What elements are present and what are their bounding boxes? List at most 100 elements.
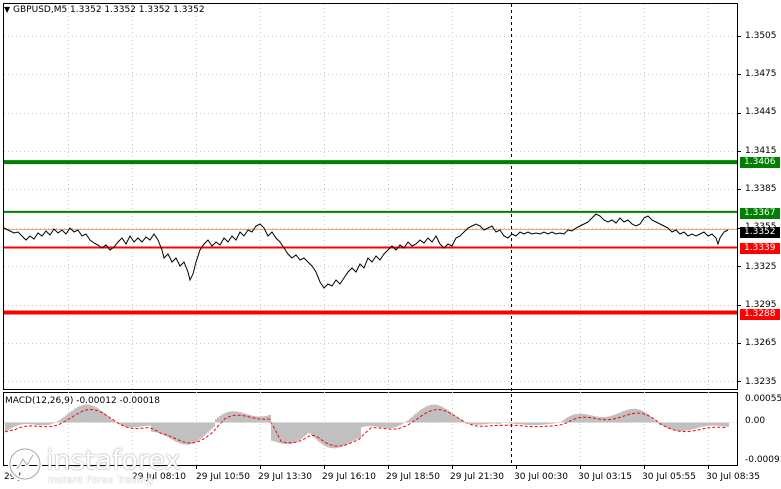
watermark-tagline: Instant Forex Trading bbox=[48, 475, 154, 486]
macd-bar bbox=[159, 422, 161, 434]
macd-bar bbox=[537, 422, 539, 425]
macd-bar bbox=[137, 422, 139, 427]
macd-bar bbox=[305, 422, 307, 436]
macd-bar bbox=[347, 422, 349, 444]
macd-bar bbox=[11, 422, 13, 428]
macd-bar bbox=[285, 422, 287, 445]
macd-bar bbox=[681, 422, 683, 432]
macd-bar bbox=[251, 415, 253, 423]
level-lines bbox=[4, 160, 737, 315]
dropdown-triangle-icon[interactable]: ▼ bbox=[4, 5, 11, 14]
macd-bar bbox=[539, 422, 541, 425]
macd-bar bbox=[641, 410, 643, 423]
macd-bar bbox=[31, 422, 33, 425]
macd-bar bbox=[589, 415, 591, 423]
macd-bar bbox=[627, 409, 629, 423]
macd-bar bbox=[639, 409, 641, 423]
macd-bar bbox=[341, 422, 343, 447]
macd-bar bbox=[131, 422, 133, 428]
macd-bar bbox=[599, 416, 601, 423]
macd-bar bbox=[521, 422, 523, 425]
macd-bar bbox=[545, 422, 547, 425]
macd-bar bbox=[171, 422, 173, 440]
macd-bar bbox=[597, 416, 599, 423]
price-axis-label: 1.3265 bbox=[745, 338, 777, 348]
macd-bar bbox=[187, 422, 189, 445]
macd-bar bbox=[511, 422, 513, 424]
macd-bar bbox=[495, 422, 497, 424]
macd-bar bbox=[265, 415, 267, 423]
macd-bar bbox=[165, 422, 167, 437]
macd-bar bbox=[103, 412, 105, 423]
macd-bar bbox=[663, 422, 665, 427]
macd-bar bbox=[155, 422, 157, 433]
macd-bar bbox=[7, 422, 9, 431]
macd-bar bbox=[101, 411, 103, 423]
macd-bar bbox=[455, 416, 457, 423]
macd-bar bbox=[83, 404, 85, 423]
macd-bar bbox=[439, 405, 441, 423]
macd-bar bbox=[335, 422, 337, 449]
macd-bar bbox=[99, 409, 101, 423]
macd-bar bbox=[85, 404, 87, 423]
macd-bar bbox=[287, 422, 289, 445]
macd-bar bbox=[637, 409, 639, 423]
macd-bar bbox=[183, 422, 185, 445]
macd-bar bbox=[449, 411, 451, 423]
macd-bar bbox=[387, 422, 389, 429]
macd-bar bbox=[13, 422, 15, 427]
macd-bar bbox=[475, 422, 477, 425]
time-axis-label: 29 Jul 16:10 bbox=[322, 472, 376, 482]
macd-bar bbox=[489, 422, 491, 424]
macd-bar bbox=[41, 422, 43, 426]
macd-bar bbox=[175, 422, 177, 442]
macd-bar bbox=[435, 404, 437, 423]
macd-bar bbox=[281, 422, 283, 444]
macd-bar bbox=[303, 422, 305, 437]
macd-bar bbox=[703, 422, 705, 427]
symbol-header: ▼ GBPUSD,M5 1.3352 1.3352 1.3352 1.3352 bbox=[4, 4, 205, 16]
macd-bar bbox=[369, 422, 371, 427]
macd-bar bbox=[611, 415, 613, 423]
macd-bar bbox=[63, 416, 65, 423]
macd-bar bbox=[147, 422, 149, 426]
macd-bar bbox=[393, 422, 395, 428]
macd-axis-label: -0.00091 bbox=[745, 455, 781, 465]
macd-bar bbox=[109, 417, 111, 423]
macd-bar bbox=[111, 419, 113, 423]
macd-bar bbox=[695, 422, 697, 429]
macd-bar bbox=[625, 410, 627, 423]
macd-bar bbox=[711, 422, 713, 426]
macd-bar bbox=[679, 422, 681, 432]
macd-bar bbox=[357, 422, 359, 439]
macd-bar bbox=[253, 415, 255, 423]
macd-bar bbox=[355, 422, 357, 440]
macd-bar bbox=[383, 422, 385, 428]
macd-bar bbox=[353, 422, 355, 441]
price-axis-label: 1.3295 bbox=[745, 300, 777, 310]
macd-bar bbox=[129, 422, 131, 428]
macd-bar bbox=[181, 422, 183, 444]
macd-bar bbox=[297, 422, 299, 442]
macd-bar bbox=[715, 422, 717, 426]
macd-bar bbox=[343, 422, 345, 446]
macd-bar bbox=[669, 422, 671, 430]
macd-bar bbox=[49, 422, 51, 425]
macd-bar bbox=[15, 422, 17, 426]
macd-bar bbox=[683, 422, 685, 431]
macd-bar bbox=[97, 408, 99, 423]
macd-bar bbox=[699, 422, 701, 428]
macd-bar bbox=[95, 407, 97, 423]
macd-bar bbox=[523, 422, 525, 425]
level-tag-lower-red: 1.3288 bbox=[740, 309, 780, 320]
macd-bar bbox=[671, 422, 673, 430]
macd-bar bbox=[621, 411, 623, 423]
macd-bar bbox=[713, 422, 715, 426]
macd-bar bbox=[229, 411, 231, 423]
macd-bar bbox=[697, 422, 699, 428]
macd-bar bbox=[423, 407, 425, 423]
macd-bar bbox=[241, 412, 243, 423]
macd-bar bbox=[481, 422, 483, 425]
